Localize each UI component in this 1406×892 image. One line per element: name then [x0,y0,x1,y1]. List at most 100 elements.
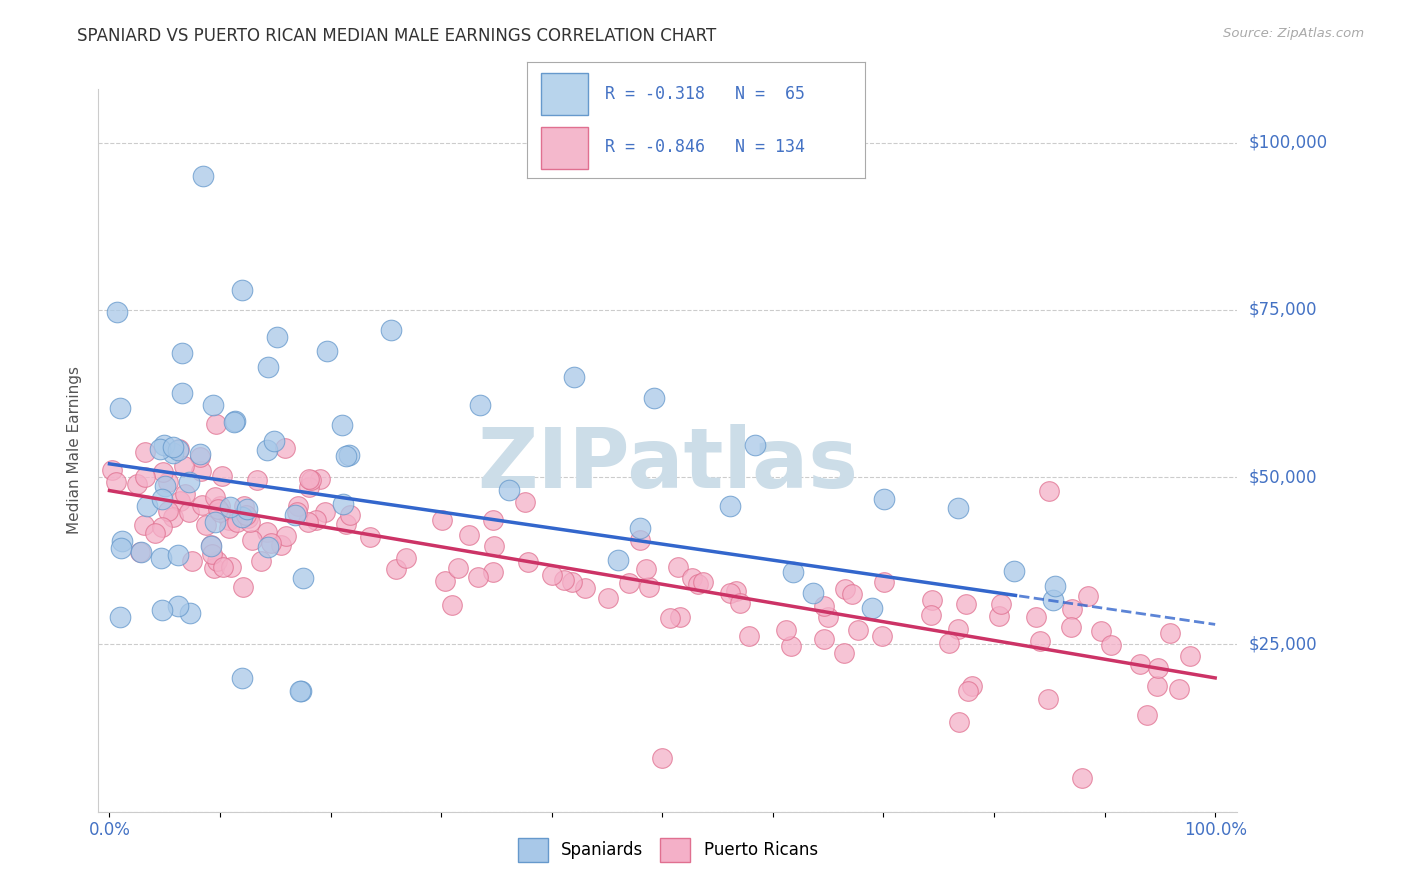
Point [250,554,273,568]
Point [204,516,226,530]
Point [314,505,336,519]
Point [541,568,564,582]
Point [218,513,240,527]
Point [1077,589,1099,603]
Point [256,524,278,539]
Point [619,576,641,591]
Point [173,458,195,473]
Point [236,502,259,516]
Point [598,591,620,605]
Point [628,533,651,547]
Text: SPANIARD VS PUERTO RICAN MEDIAN MALE EARNINGS CORRELATION CHART: SPANIARD VS PUERTO RICAN MEDIAN MALE EAR… [77,27,717,45]
Point [111,534,134,549]
Point [298,472,321,486]
Point [309,471,332,485]
Point [246,473,269,487]
Point [359,530,381,544]
Point [134,444,156,458]
Point [946,500,969,515]
Point [179,607,201,621]
Point [946,622,969,636]
Point [960,679,983,693]
Point [169,493,191,508]
Point [270,538,292,552]
Point [143,525,166,540]
Point [1002,564,1025,578]
Point [315,344,337,359]
Point [1042,592,1064,607]
Point [239,516,262,530]
Point [233,500,256,514]
Point [1090,624,1112,638]
Point [744,438,766,452]
Point [921,592,943,607]
Point [385,562,408,576]
Point [212,560,235,574]
Point [177,475,200,489]
Text: R = -0.846   N = 134: R = -0.846 N = 134 [605,138,804,156]
Point [131,545,153,559]
Point [1168,681,1191,696]
Point [801,586,824,600]
Point [955,597,977,611]
Point [817,609,839,624]
Point [658,611,681,625]
Point [218,521,240,535]
Point [651,751,673,765]
Point [330,418,353,433]
Point [782,566,804,580]
Point [132,518,155,533]
Point [1025,610,1047,624]
Point [167,442,190,456]
Point [335,517,357,532]
Point [180,553,202,567]
Point [447,561,470,575]
Point [194,518,217,533]
Point [240,533,263,547]
Point [1146,661,1168,675]
Point [692,575,714,590]
Point [150,603,173,617]
Point [202,561,225,575]
Point [482,539,505,553]
Point [108,401,131,416]
Point [738,630,761,644]
Point [1043,578,1066,592]
Text: ZIPatlas: ZIPatlas [478,425,858,506]
Point [1029,633,1052,648]
Point [105,304,128,318]
Point [957,684,980,698]
Point [636,562,658,576]
Point [1159,626,1181,640]
Point [337,449,360,463]
Point [188,447,211,461]
Legend: Spaniards, Puerto Ricans: Spaniards, Puerto Ricans [512,831,824,869]
Point [224,414,246,428]
Point [730,596,752,610]
Point [235,508,257,522]
Point [162,510,184,524]
Point [188,450,211,464]
Point [207,502,229,516]
Point [172,345,194,359]
Point [637,580,659,594]
Bar [541,128,588,169]
Text: $75,000: $75,000 [1249,301,1317,319]
Point [298,481,321,495]
Point [201,547,224,561]
Point [870,629,893,643]
Point [1038,483,1060,498]
Point [498,483,520,497]
Point [607,553,630,567]
Point [1038,691,1060,706]
Point [256,359,278,374]
Point [208,499,231,513]
Point [108,610,131,624]
Point [681,571,703,585]
Point [193,169,215,184]
Point [430,514,453,528]
Point [202,398,225,412]
Point [200,538,222,552]
Point [841,587,863,601]
Point [276,529,298,543]
